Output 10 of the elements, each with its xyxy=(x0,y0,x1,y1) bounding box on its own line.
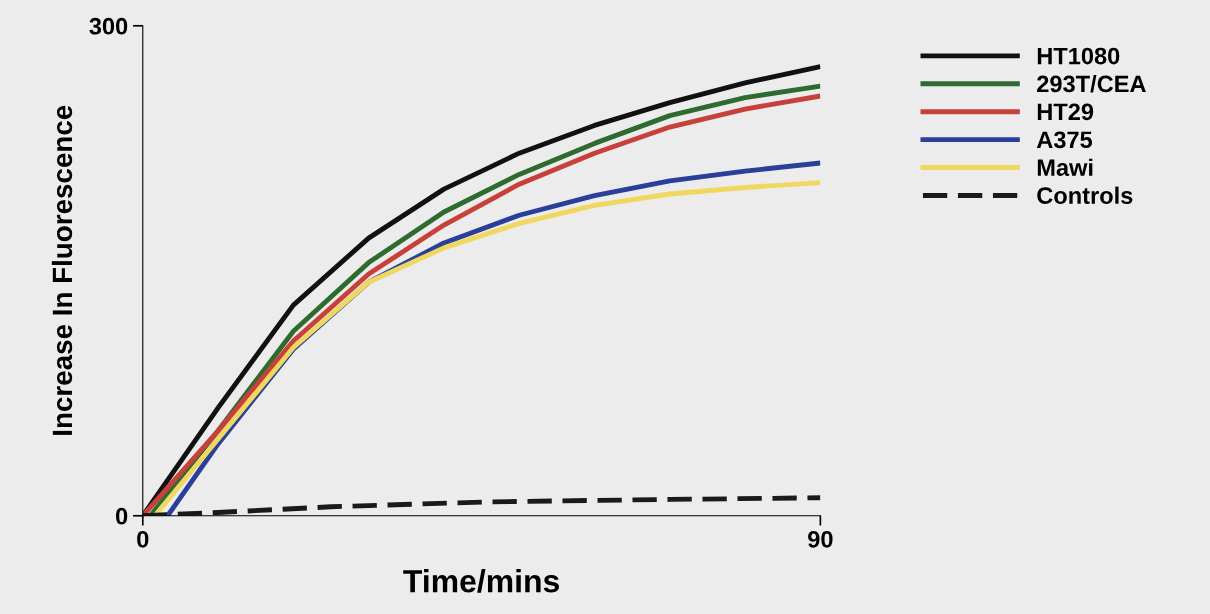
x-axis-title: Time/mins xyxy=(403,569,559,593)
legend-label: HT1080 xyxy=(1037,47,1120,65)
x-tick-label: 90 xyxy=(808,530,833,548)
y-tick-label: 300 xyxy=(89,17,128,35)
legend-label: HT29 xyxy=(1037,103,1094,121)
legend-label: A375 xyxy=(1036,131,1093,149)
legend-label: Controls xyxy=(1037,186,1133,204)
legend-label: Mawi xyxy=(1037,158,1093,177)
y-axis-title: Increase In Fluorescence xyxy=(51,105,73,435)
legend-label: 293T/CEA xyxy=(1037,74,1146,93)
